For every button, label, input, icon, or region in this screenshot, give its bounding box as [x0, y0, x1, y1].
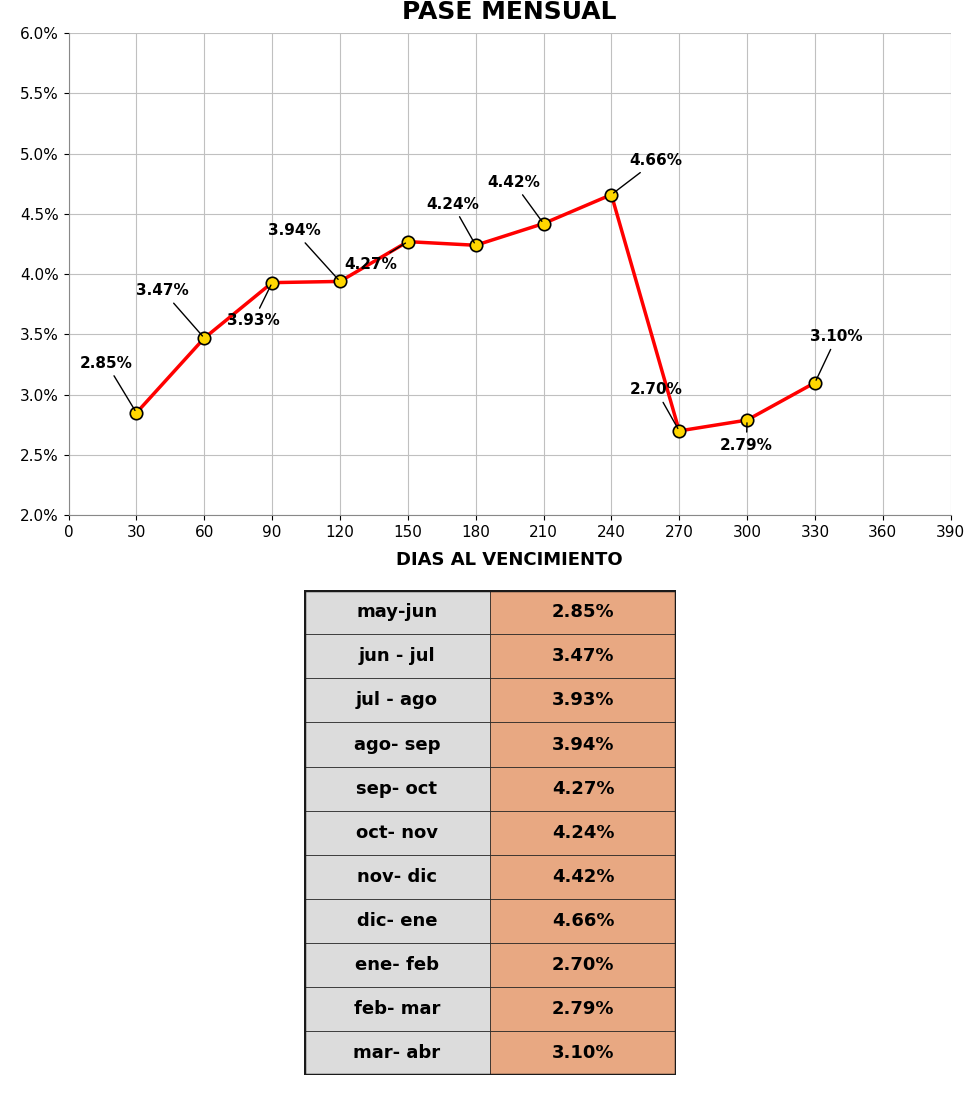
Bar	[490, 987, 676, 1031]
Bar	[304, 855, 490, 899]
Text: 3.10%: 3.10%	[552, 1045, 614, 1062]
Bar	[304, 767, 490, 811]
Bar	[304, 943, 490, 987]
Bar	[490, 634, 676, 678]
Bar	[490, 722, 676, 767]
Point	[671, 422, 687, 440]
Text: 3.94%: 3.94%	[552, 736, 614, 753]
Text: 2.85%: 2.85%	[552, 603, 614, 621]
Point	[467, 236, 483, 254]
Text: 2.70%: 2.70%	[552, 956, 614, 974]
Bar	[304, 987, 490, 1031]
Bar	[490, 1031, 676, 1075]
Text: 4.42%: 4.42%	[487, 174, 542, 222]
Point	[739, 411, 755, 429]
Text: jul - ago: jul - ago	[356, 692, 438, 709]
Bar	[304, 722, 490, 767]
Bar	[490, 811, 676, 855]
Bar	[490, 943, 676, 987]
Text: 3.47%: 3.47%	[136, 283, 203, 336]
Text: 2.79%: 2.79%	[552, 1000, 614, 1018]
Text: 4.42%: 4.42%	[552, 868, 614, 886]
Bar	[304, 590, 490, 634]
Text: mar- abr: mar- abr	[354, 1045, 440, 1062]
Text: may-jun: may-jun	[357, 603, 437, 621]
Point	[400, 233, 416, 250]
Bar	[304, 811, 490, 855]
Text: 4.24%: 4.24%	[426, 196, 479, 243]
Text: feb- mar: feb- mar	[354, 1000, 440, 1018]
Bar	[490, 590, 676, 634]
Text: 2.79%: 2.79%	[720, 422, 773, 452]
Bar	[304, 678, 490, 722]
Point	[808, 374, 823, 392]
Text: 4.27%: 4.27%	[345, 243, 406, 271]
Bar	[490, 899, 676, 943]
Point	[265, 274, 280, 291]
Point	[128, 404, 144, 421]
Point	[196, 330, 212, 347]
Bar	[304, 634, 490, 678]
Text: oct- nov: oct- nov	[356, 824, 438, 842]
Bar	[490, 855, 676, 899]
Bar	[304, 1031, 490, 1075]
Text: ene- feb: ene- feb	[355, 956, 439, 974]
Text: 2.85%: 2.85%	[80, 355, 135, 410]
Text: 4.24%: 4.24%	[552, 824, 614, 842]
Bar	[490, 678, 676, 722]
Text: ago- sep: ago- sep	[354, 736, 440, 753]
Point	[332, 272, 348, 290]
Text: 3.93%: 3.93%	[227, 286, 279, 329]
Point	[604, 185, 619, 203]
Text: jun - jul: jun - jul	[359, 647, 435, 665]
Bar	[490, 767, 676, 811]
Text: 4.27%: 4.27%	[552, 780, 614, 797]
Text: dic- ene: dic- ene	[357, 912, 437, 930]
Text: 3.93%: 3.93%	[552, 692, 614, 709]
Bar	[304, 899, 490, 943]
Title: PASE MENSUAL: PASE MENSUAL	[403, 0, 616, 24]
Text: 2.70%: 2.70%	[629, 382, 682, 428]
Text: sep- oct: sep- oct	[357, 780, 437, 797]
Text: 3.10%: 3.10%	[810, 329, 863, 381]
Text: nov- dic: nov- dic	[357, 868, 437, 886]
Text: 3.47%: 3.47%	[552, 647, 614, 665]
Point	[536, 215, 552, 233]
X-axis label: DIAS AL VENCIMIENTO: DIAS AL VENCIMIENTO	[396, 552, 623, 569]
Text: 4.66%: 4.66%	[552, 912, 614, 930]
Text: 4.66%: 4.66%	[613, 153, 682, 193]
Text: 3.94%: 3.94%	[268, 223, 338, 279]
